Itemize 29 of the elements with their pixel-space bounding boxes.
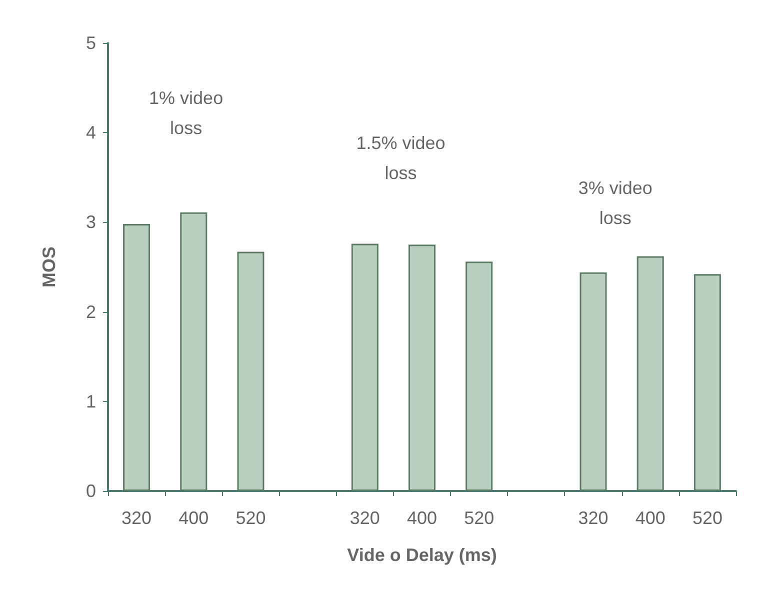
x-tick-label: 320 [578,508,608,528]
bar [636,256,664,491]
x-tick-label: 400 [406,508,438,528]
bar [466,262,493,491]
x-tick-label: 400 [178,508,209,528]
annotation: 3% video loss [578,178,652,228]
y-tick-label: 5 [86,33,96,53]
x-tick-label: 520 [236,508,266,528]
x-tick-label: 520 [464,508,494,528]
y-axis-title: MOS [39,246,59,288]
annotation: 1% video loss [149,88,224,138]
y-tick-label: 1 [86,391,96,412]
bar [123,224,150,491]
bar [351,244,378,491]
y-tick-label: 0 [86,481,96,501]
y-tick-label: 4 [86,122,96,143]
bar [580,272,607,491]
bar [408,244,436,491]
x-tick-label: 520 [692,508,722,528]
y-tick-label: 2 [86,302,96,322]
x-axis-title: Vide o Delay (ms) [347,545,497,565]
bar [180,212,208,491]
bar [237,252,264,491]
bar [694,274,721,491]
x-tick-label: 400 [635,508,666,528]
annotation: 1.5% video loss [356,133,446,183]
x-tick-label: 320 [122,508,152,528]
y-tick-label: 3 [86,212,96,232]
x-tick-label: 320 [350,508,380,528]
